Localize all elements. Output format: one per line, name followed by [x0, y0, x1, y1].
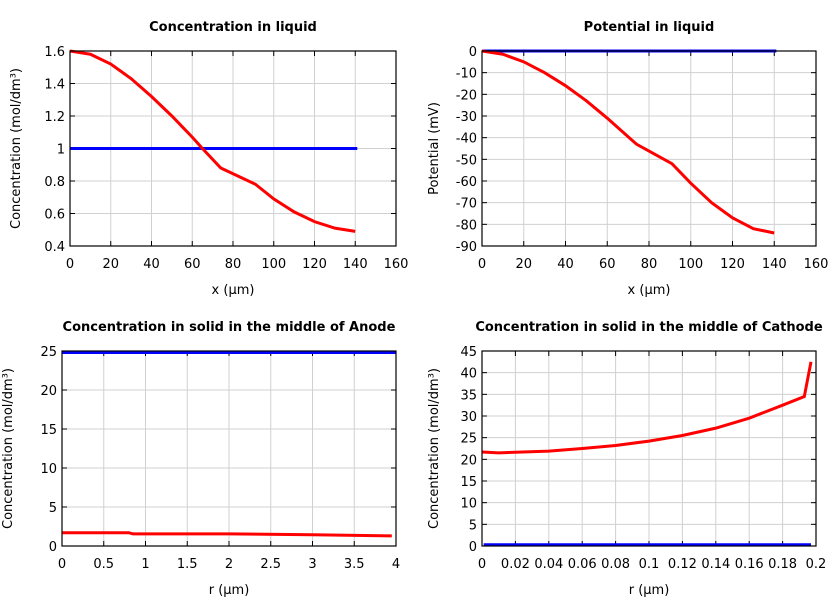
- y-tick-label: -80: [456, 218, 477, 233]
- x-axis-label: x (µm): [628, 283, 671, 298]
- x-tick-label: 120: [302, 257, 327, 272]
- y-tick-label: 20: [460, 453, 477, 468]
- x-tick-label: 0.08: [601, 557, 630, 572]
- x-tick-label: 0: [478, 257, 486, 272]
- series-line-2: [69, 49, 356, 233]
- y-tick-label: 25: [40, 345, 57, 360]
- y-tick-label: 5: [469, 518, 477, 533]
- x-tick-label: 0.14: [701, 557, 730, 572]
- y-axis-label: Potential (mV): [427, 102, 442, 195]
- x-tick-label: 100: [678, 257, 703, 272]
- y-tick-label: 15: [40, 423, 57, 438]
- x-tick-label: 100: [261, 257, 286, 272]
- y-tick-label: -50: [456, 153, 477, 168]
- series-line-2: [481, 49, 775, 235]
- y-tick-label: -90: [456, 240, 477, 255]
- y-tick-label: 0: [49, 540, 57, 555]
- y-tick-label: -20: [456, 88, 477, 103]
- y-tick-label: 10: [40, 462, 57, 477]
- y-tick-label: 20: [40, 384, 57, 399]
- subplot-3: 0 0.5 1 1.5 2 2.5 3 3.5 4 0 5 10 15 20 25 Concentration…: [1, 320, 400, 598]
- plot-frame: [481, 350, 817, 547]
- x-tick-label: 20: [102, 257, 119, 272]
- y-tick-label: 25: [460, 432, 477, 447]
- x-tick-label: 40: [557, 257, 574, 272]
- x-tick-label: 140: [343, 257, 368, 272]
- x-tick-label: 0.12: [668, 557, 697, 572]
- x-tick-label: 160: [384, 257, 409, 272]
- x-tick-label: 60: [184, 257, 201, 272]
- y-tick-label: -60: [456, 175, 477, 190]
- y-tick-label: -40: [456, 132, 477, 147]
- subplot-2: 0 20 40 60 80 100 120 140 160 -90 -80 -70 -60 -50 -40 -…: [427, 20, 828, 298]
- y-tick-label: 0: [469, 540, 477, 555]
- chart-title: Potential in liquid: [584, 20, 715, 35]
- y-tick-label: 15: [460, 475, 477, 490]
- y-axis-label: Concentration (mol/dm³): [9, 68, 24, 229]
- x-axis-label: r (µm): [209, 583, 250, 598]
- y-tick-label: -10: [456, 67, 477, 82]
- plot-frame: [69, 50, 397, 247]
- y-tick-label: 30: [460, 410, 477, 425]
- x-tick-label: 0.02: [501, 557, 530, 572]
- plot-frame: [61, 350, 397, 547]
- x-tick-label: 0.04: [534, 557, 563, 572]
- x-tick-label: 20: [515, 257, 532, 272]
- x-tick-label: 1.5: [177, 557, 198, 572]
- y-tick-label: 40: [460, 367, 477, 382]
- x-tick-label: 1: [141, 557, 149, 572]
- y-tick-label: 1.2: [44, 110, 65, 125]
- y-tick-label: 45: [460, 345, 477, 360]
- x-axis-label: r (µm): [629, 583, 670, 598]
- x-tick-label: 40: [143, 257, 160, 272]
- x-tick-label: 2.5: [260, 557, 281, 572]
- x-tick-label: 0.5: [93, 557, 114, 572]
- chart-title: Concentration in solid in the middle of …: [63, 320, 396, 335]
- chart-title: Concentration in solid in the middle of …: [475, 320, 823, 335]
- y-tick-label: -30: [456, 110, 477, 125]
- x-tick-label: 2: [225, 557, 233, 572]
- x-tick-label: 80: [641, 257, 658, 272]
- x-tick-label: 3.5: [344, 557, 365, 572]
- y-tick-label: 1.6: [44, 45, 65, 60]
- x-tick-label: 140: [762, 257, 787, 272]
- y-tick-label: 1: [57, 143, 65, 158]
- x-tick-label: 0.1: [639, 557, 660, 572]
- y-tick-label: 0.8: [44, 175, 65, 190]
- x-axis-label: x (µm): [212, 283, 255, 298]
- x-tick-label: 0: [58, 557, 66, 572]
- y-axis-label: Concentration (mol/dm³): [427, 368, 442, 529]
- x-tick-label: 3: [308, 557, 316, 572]
- x-tick-label: 60: [599, 257, 616, 272]
- x-tick-label: 160: [804, 257, 829, 272]
- series-line-2: [481, 361, 813, 455]
- y-tick-label: 0.6: [44, 208, 65, 223]
- y-tick-label: 5: [49, 501, 57, 516]
- plot-frame: [481, 50, 817, 247]
- x-tick-label: 0: [66, 257, 74, 272]
- y-tick-label: 35: [460, 388, 477, 403]
- x-tick-label: 0.16: [735, 557, 764, 572]
- subplot-4: 0 0.02 0.04 0.06 0.08 0.1 0.12 0.14 0.16 0.18 0.2 0…: [427, 320, 826, 598]
- x-tick-label: 0.06: [568, 557, 597, 572]
- series-line-2: [62, 531, 392, 538]
- y-tick-label: 0: [469, 45, 477, 60]
- y-axis-label: Concentration (mol/dm³): [1, 368, 16, 529]
- y-tick-label: 0.4: [44, 240, 65, 255]
- chart-title: Concentration in liquid: [149, 20, 317, 35]
- x-tick-label: 0.2: [806, 557, 827, 572]
- x-tick-label: 0.18: [768, 557, 797, 572]
- y-tick-label: 10: [460, 497, 477, 512]
- x-tick-label: 120: [720, 257, 745, 272]
- subplot-1: 0 20 40 60 80 100 120 140 160 0.4 0.6 0.8 1 1.2 1.4 1.6…: [9, 20, 408, 298]
- y-tick-label: -70: [456, 197, 477, 212]
- x-tick-label: 4: [392, 557, 400, 572]
- x-tick-label: 80: [225, 257, 242, 272]
- y-tick-label: 1.4: [44, 78, 65, 93]
- x-tick-label: 0: [478, 557, 486, 572]
